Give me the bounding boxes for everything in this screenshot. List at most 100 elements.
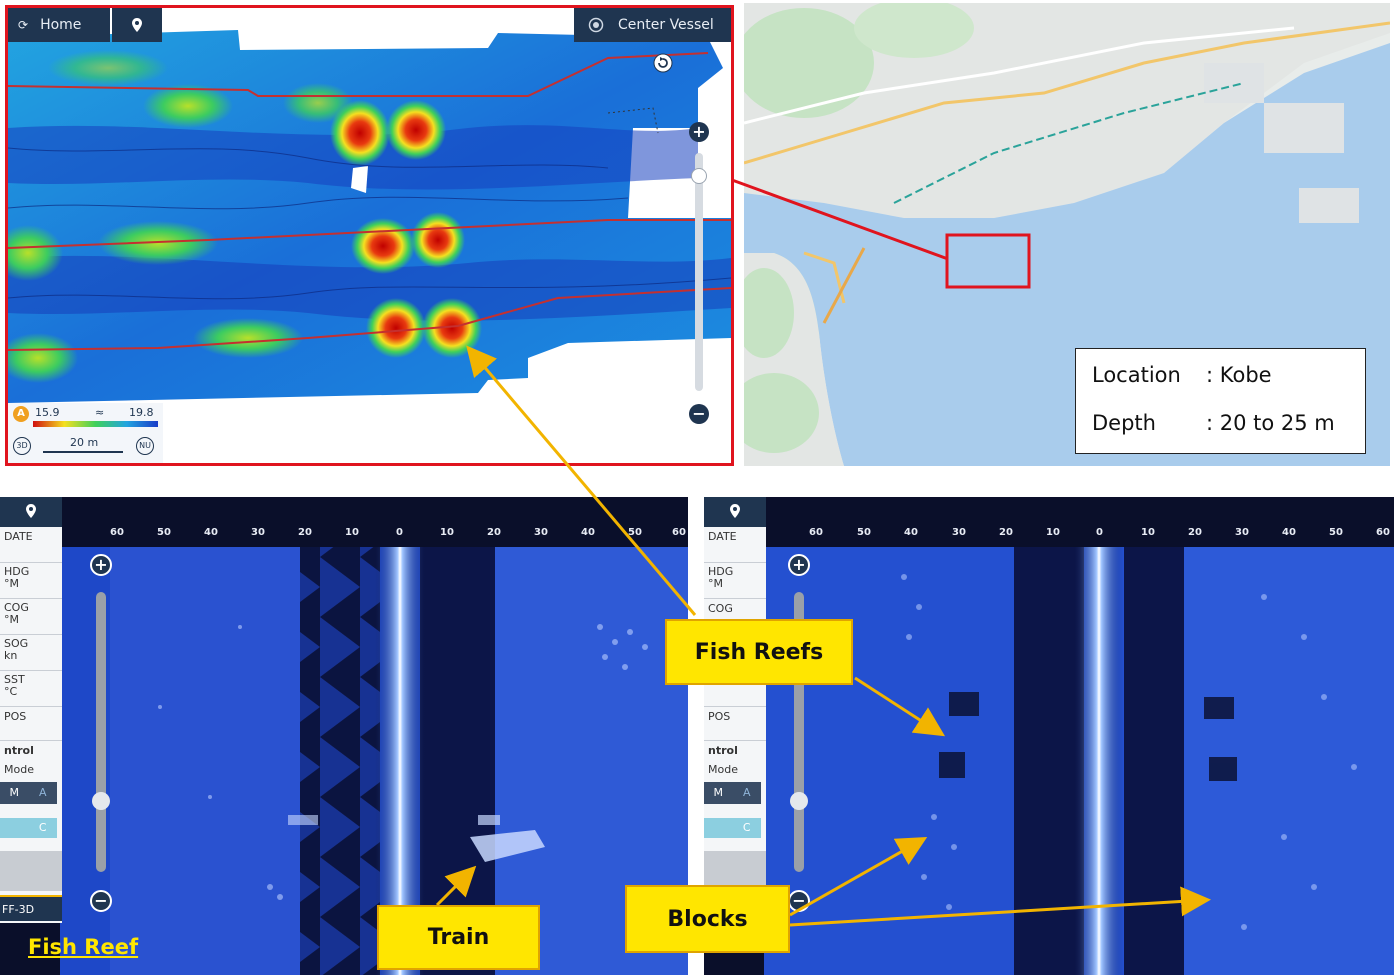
c-option[interactable]: C	[38, 821, 47, 834]
control-label: ntrol	[4, 744, 34, 757]
tick: 50	[628, 527, 642, 538]
zoom-in-button[interactable]: +	[689, 122, 709, 142]
date-row: DATE	[704, 527, 766, 563]
tick: 50	[1329, 527, 1343, 538]
zoom-in-button-left[interactable]: +	[90, 554, 112, 576]
fish-reef-caption: Fish Reef	[28, 935, 139, 959]
tick: 30	[534, 527, 548, 538]
sog-row: SOG kn	[0, 635, 62, 671]
zoom-slider-track[interactable]	[695, 153, 703, 391]
c-toggle[interactable]: C	[0, 818, 57, 838]
mode-m-option[interactable]: M	[9, 786, 20, 799]
depth-value: : 20 to 25 m	[1206, 411, 1335, 435]
location-value: : Kobe	[1206, 363, 1272, 387]
location-info-box: Location : Kobe Depth : 20 to 25 m	[1075, 348, 1366, 454]
mode-a-option[interactable]: A	[742, 786, 751, 799]
hdg-row: HDG °M	[0, 563, 62, 599]
tick: 50	[857, 527, 871, 538]
tick: 60	[1376, 527, 1390, 538]
bathymetric-depth-map	[8, 30, 731, 403]
3d-toggle-button[interactable]: 3D	[13, 437, 31, 455]
street-map: Location : Kobe Depth : 20 to 25 m	[744, 3, 1390, 466]
zoom-handle-left[interactable]	[92, 792, 110, 810]
tick: 30	[1235, 527, 1249, 538]
location-pin-icon	[26, 504, 36, 518]
tick: 50	[157, 527, 171, 538]
mode-label: Mode	[708, 763, 738, 776]
tick: 40	[904, 527, 918, 538]
sonar-image-left	[60, 547, 688, 975]
refresh-icon: ⟳	[18, 18, 29, 32]
tick: 0	[1096, 527, 1103, 538]
c-toggle[interactable]: C	[704, 818, 761, 838]
nav-info-panel-left: DATE HDG °M COG °M SOG kn SST °C POS ntr…	[0, 527, 62, 923]
legend-min: 15.9	[35, 406, 60, 419]
location-pin-button-left[interactable]	[0, 497, 62, 527]
scale-text: 20 m	[70, 436, 99, 449]
mode-toggle[interactable]: M A	[704, 782, 761, 804]
tick: 10	[440, 527, 454, 538]
tick: 10	[1046, 527, 1060, 538]
train-callout: Train	[377, 905, 540, 970]
tick: 40	[581, 527, 595, 538]
range-scale-right: 60 50 40 30 20 10 0 10 20 30 40 50 60	[804, 527, 1394, 545]
location-label: Location	[1092, 363, 1181, 387]
zoom-slider-left[interactable]	[96, 592, 106, 872]
legend-max: 19.8	[129, 406, 154, 419]
zoom-in-button-right[interactable]: +	[788, 554, 810, 576]
zoom-out-button[interactable]: −	[689, 404, 709, 424]
sonar-view-right: DATE HDG °M COG °C POS ntrol Mode M A C …	[704, 497, 1394, 975]
location-pin-button-right[interactable]	[704, 497, 766, 527]
tick: 10	[1141, 527, 1155, 538]
tick: 60	[110, 527, 124, 538]
tick: 0	[396, 527, 403, 538]
zoom-handle-right[interactable]	[790, 792, 808, 810]
location-pin-icon	[132, 18, 142, 32]
sonar-view-left: DATE HDG °M COG °M SOG kn SST °C POS ntr…	[0, 497, 688, 975]
control-label: ntrol	[708, 744, 738, 757]
tick: 20	[487, 527, 501, 538]
zoom-slider-handle[interactable]	[691, 168, 707, 184]
tick: 60	[809, 527, 823, 538]
zoom-out-button-left[interactable]: −	[90, 890, 112, 912]
north-up-button[interactable]: NU	[136, 437, 154, 455]
ff3d-button[interactable]: FF-3D	[0, 895, 62, 921]
date-row: DATE	[0, 527, 62, 563]
depth-legend: A 15.9 ≈ 19.8 3D 20 m NU	[8, 403, 163, 463]
tick: 10	[345, 527, 359, 538]
hdg-row: HDG °M	[704, 563, 766, 599]
bathymetric-map-panel: ⟳ Home Center Vessel + − A 15.9 ≈ 19.8 3…	[5, 5, 734, 466]
home-button[interactable]: ⟳ Home	[8, 8, 110, 42]
rotate-icon[interactable]	[653, 53, 673, 73]
home-label: Home	[40, 17, 82, 33]
mode-label: Mode	[4, 763, 34, 776]
sst-row: SST °C	[0, 671, 62, 707]
blocks-callout: Blocks	[625, 885, 790, 953]
cog-row: COG °M	[0, 599, 62, 635]
scale-bar	[43, 451, 123, 453]
highlight-connector-line	[731, 178, 949, 261]
legend-separator: ≈	[95, 406, 105, 419]
tick: 20	[298, 527, 312, 538]
depth-label: Depth	[1092, 411, 1156, 435]
range-scale-left: 60 50 40 30 20 10 0 10 20 30 40 50 60	[100, 527, 688, 545]
location-pin-icon	[730, 504, 740, 518]
center-vessel-button[interactable]: Center Vessel	[574, 8, 731, 42]
tick: 60	[672, 527, 686, 538]
zoom-out-button-right[interactable]: −	[788, 890, 810, 912]
zoom-slider-right[interactable]	[794, 592, 804, 872]
location-pin-button[interactable]	[112, 8, 162, 42]
legend-badge: A	[13, 406, 29, 422]
depth-color-bar	[33, 421, 158, 427]
nav-info-panel-right: DATE HDG °M COG °C POS ntrol Mode M A C	[704, 527, 766, 923]
fish-reefs-callout: Fish Reefs	[665, 619, 853, 685]
c-option[interactable]: C	[742, 821, 751, 834]
mode-a-option[interactable]: A	[38, 786, 47, 799]
pos-row: POS	[0, 707, 62, 741]
tick: 40	[1282, 527, 1296, 538]
pos-row: POS	[704, 707, 766, 741]
mode-m-option[interactable]: M	[713, 786, 724, 799]
center-vessel-label: Center Vessel	[618, 17, 714, 33]
tick: 30	[952, 527, 966, 538]
mode-toggle[interactable]: M A	[0, 782, 57, 804]
